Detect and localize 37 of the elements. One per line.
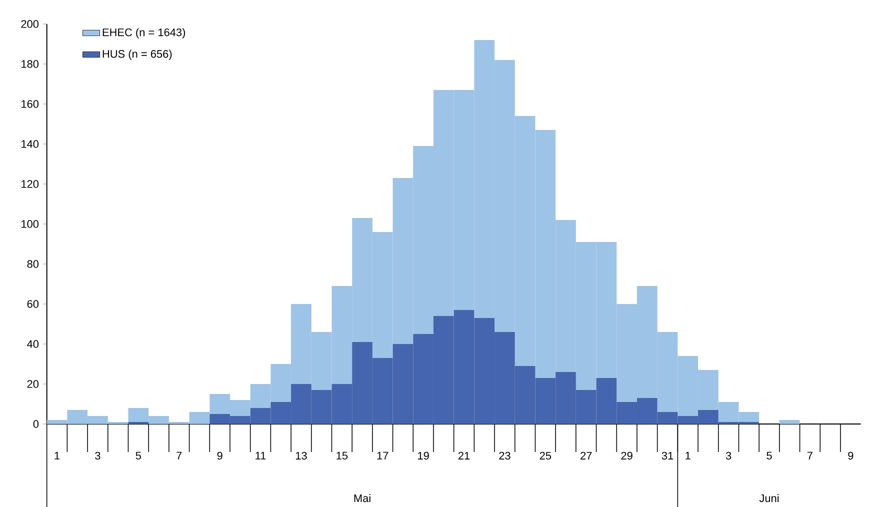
x-tick-label: 25	[540, 452, 552, 460]
y-tick-label: 180	[22, 60, 39, 68]
y-tick-label: 20	[27, 380, 39, 388]
x-tick-label: 3	[95, 452, 100, 460]
legend-label: EHEC (n = 1643)	[102, 28, 186, 38]
legend-label: HUS (n = 656)	[102, 50, 172, 60]
y-tick-label: 120	[22, 180, 39, 188]
x-tick-label: 11	[256, 452, 266, 460]
x-tick-label: 31	[662, 452, 674, 460]
y-tick-label: 100	[22, 220, 39, 228]
x-tick-label: 21	[458, 452, 470, 460]
y-tick-label: 60	[27, 300, 39, 308]
x-tick-label: 7	[807, 452, 812, 460]
text: Juni	[759, 494, 779, 502]
x-tick-label: 9	[217, 452, 222, 460]
x-tick-label: 27	[580, 452, 592, 460]
x-tick-label: 5	[136, 452, 141, 460]
y-tick-label: 160	[22, 100, 39, 108]
x-tick-label: 13	[296, 452, 307, 460]
x-tick-label: 1	[686, 452, 690, 460]
x-tick-label: 19	[418, 452, 429, 460]
y-tick-label: 40	[27, 340, 39, 348]
y-tick-label: 140	[22, 140, 39, 148]
y-tick-label: 80	[27, 260, 39, 268]
bar	[779, 420, 800, 424]
y-tick-label: 0	[33, 420, 39, 428]
x-tick-label: 7	[176, 452, 182, 460]
x-tick-label: 1	[54, 452, 60, 460]
x-tick-label: 23	[499, 452, 510, 460]
text: Mai	[354, 494, 370, 502]
x-tick-label: 3	[726, 452, 732, 460]
x-tick-label: 29	[621, 452, 632, 460]
x-tick-label: 15	[336, 452, 348, 460]
x-tick-label: 5	[766, 452, 772, 460]
y-tick-label: 200	[21, 20, 39, 28]
x-tick-label: 9	[848, 452, 854, 460]
x-tick-label: 17	[377, 452, 388, 460]
